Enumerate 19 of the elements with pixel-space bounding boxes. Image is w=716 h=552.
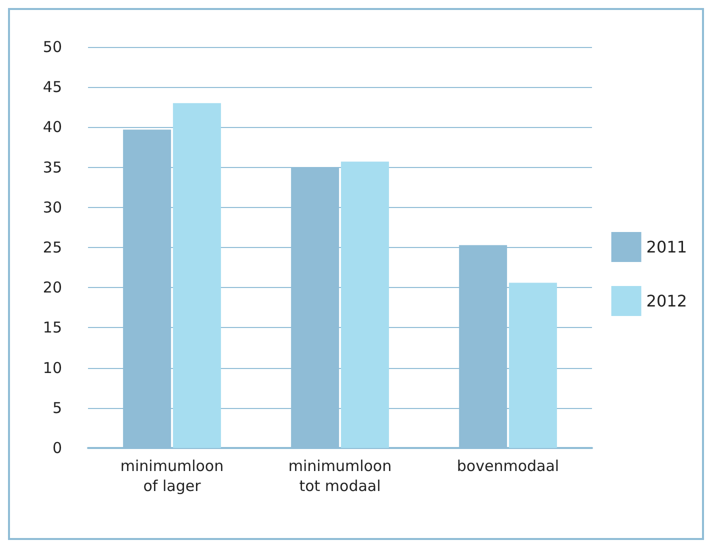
y-tick-label: 15 [42, 318, 62, 337]
y-tick-label: 45 [42, 78, 62, 96]
y-tick-label: 30 [42, 198, 62, 216]
y-tick-label: 5 [52, 398, 62, 417]
y-tick-label: 25 [42, 238, 62, 256]
x-tick-label: minimumloon of lager [120, 457, 224, 495]
bar [508, 282, 557, 448]
x-tick-label: bovenmodaal [456, 457, 560, 475]
x-tick-label: minimumloon tot modaal [288, 457, 392, 495]
bar [340, 162, 389, 448]
y-tick-label: 10 [42, 358, 62, 377]
legend-label: 2012 [646, 292, 687, 310]
y-tick-label: 0 [52, 439, 62, 457]
legend-label: 2011 [646, 238, 687, 256]
y-tick-label: 50 [42, 38, 62, 56]
y-tick-label: 35 [42, 158, 62, 176]
bar [172, 103, 221, 448]
y-tick-label: 40 [42, 118, 62, 136]
y-tick-label: 20 [42, 278, 62, 297]
